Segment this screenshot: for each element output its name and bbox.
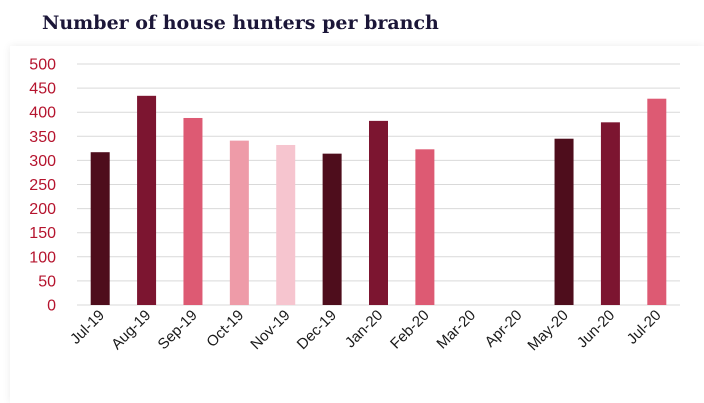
bar-jan-20 <box>369 120 388 305</box>
x-tick-label: Apr-20 <box>482 307 526 351</box>
chart-panel <box>10 46 704 403</box>
bar-jul-19 <box>90 152 110 305</box>
x-tick-label: Jun-20 <box>574 307 618 351</box>
bar-jun-20 <box>600 122 620 306</box>
x-tick-label: Jul-19 <box>67 307 108 348</box>
x-axis-ticks: Jul-19 Aug-19 Sep-19 Oct-19 Nov-19 Dec-19 Jan-… <box>67 307 665 354</box>
y-tick-label: 300 <box>29 153 56 170</box>
x-tick-label: Sep-19 <box>155 307 201 353</box>
y-tick-label: 400 <box>29 105 56 122</box>
x-tick-label: Mar-20 <box>433 307 479 353</box>
x-tick-label: Dec-19 <box>294 307 340 353</box>
y-tick-label: 250 <box>29 177 56 194</box>
x-tick-label: Jul-20 <box>624 307 665 348</box>
y-tick-label: 100 <box>29 249 56 266</box>
bar-feb-20 <box>415 149 435 305</box>
x-tick-label: Oct-19 <box>203 307 247 351</box>
y-axis-ticks: 0 50 100 150 200 250 300 350 400 450 500 <box>29 57 56 315</box>
x-tick-label: Aug-19 <box>108 307 154 353</box>
y-tick-label: 500 <box>29 57 56 74</box>
x-tick-label: Nov-19 <box>247 307 293 353</box>
y-tick-label: 150 <box>29 225 56 242</box>
bar-oct-19 <box>229 140 249 305</box>
chart-title: Number of house hunters per branch <box>42 12 439 34</box>
y-tick-label: 350 <box>29 129 56 146</box>
bar-nov-19 <box>276 144 296 305</box>
bar-jul-20 <box>647 98 667 305</box>
x-tick-label: Feb-20 <box>387 307 433 353</box>
bar-may-20 <box>554 138 574 305</box>
bar-aug-19 <box>137 95 157 305</box>
y-tick-label: 50 <box>38 273 56 290</box>
bar-sep-19 <box>183 117 203 305</box>
y-tick-label: 0 <box>47 298 56 315</box>
bars <box>90 95 667 306</box>
bar-dec-19 <box>322 153 342 305</box>
y-tick-label: 450 <box>29 81 56 98</box>
x-tick-label: Jan-20 <box>342 307 386 351</box>
x-tick-label: May-20 <box>524 307 571 354</box>
y-tick-label: 200 <box>29 201 56 218</box>
